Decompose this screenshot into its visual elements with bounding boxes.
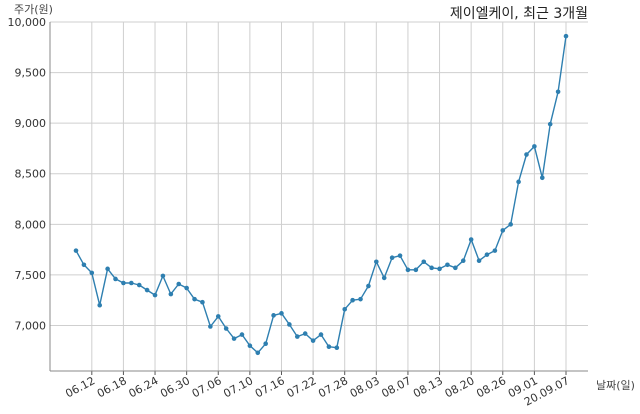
y-tick-label: 8,000 <box>15 218 47 231</box>
x-tick-label: 06.12 <box>63 374 97 400</box>
data-point <box>247 343 253 349</box>
x-tick-labels: 06.1206.1806.2406.3007.0607.1007.1607.22… <box>63 374 571 408</box>
data-point <box>555 89 561 95</box>
y-axis-label: 주가(원) <box>14 3 53 16</box>
data-point <box>113 276 118 282</box>
x-tick-label: 08.03 <box>348 374 382 400</box>
data-point <box>429 265 434 271</box>
x-tick-label: 07.10 <box>221 374 255 400</box>
y-tick-label: 10,000 <box>8 16 47 29</box>
data-point <box>500 228 506 233</box>
data-point <box>239 332 245 337</box>
x-tick-label: 08.20 <box>443 374 477 400</box>
data-point <box>271 313 276 318</box>
data-point <box>358 296 363 302</box>
x-tick-label: 07.22 <box>285 374 319 400</box>
data-point <box>208 324 213 329</box>
data-point <box>279 311 284 316</box>
data-point <box>381 275 387 281</box>
x-tick-label: 08.26 <box>474 374 508 400</box>
data-point <box>176 281 182 287</box>
data-point <box>310 338 316 343</box>
data-point <box>342 306 348 312</box>
data-point <box>563 33 569 39</box>
data-point <box>160 273 166 279</box>
data-point <box>374 259 379 265</box>
data-point <box>539 175 545 181</box>
data-point <box>302 331 308 336</box>
data-point <box>334 345 340 351</box>
data-point <box>89 270 95 276</box>
data-point <box>318 332 324 337</box>
data-point <box>168 291 174 297</box>
data-point <box>532 144 537 149</box>
x-axis-label: 날짜(일) <box>596 378 635 392</box>
data-point <box>223 326 229 331</box>
data-point <box>184 285 189 291</box>
grid <box>50 21 588 371</box>
data-point <box>445 262 450 268</box>
x-tick-label: 07.28 <box>316 374 350 400</box>
data-point <box>350 297 355 303</box>
data-point <box>413 267 419 273</box>
y-tick-label: 8,500 <box>15 168 47 181</box>
data-point <box>524 152 529 157</box>
data-point <box>192 296 197 302</box>
x-tick-label: 06.30 <box>158 374 192 400</box>
data-point <box>287 322 292 327</box>
data-point <box>460 258 466 264</box>
data-point <box>492 248 498 253</box>
x-tick-label: 08.13 <box>411 374 445 400</box>
data-point <box>215 314 221 319</box>
data-point <box>547 121 553 127</box>
data-point <box>152 292 158 298</box>
data-point <box>129 280 134 286</box>
x-tick-label: 06.24 <box>127 374 161 400</box>
data-point <box>144 287 150 293</box>
data-point <box>484 252 490 257</box>
y-tick-label: 7,500 <box>15 269 47 282</box>
data-point <box>255 350 261 356</box>
y-tick-label: 7,000 <box>15 319 47 332</box>
data-point <box>97 302 103 308</box>
data-point <box>508 222 513 227</box>
data-point <box>105 266 110 272</box>
y-tick-labels: 7,000 7,500 8,000 8,500 9,000 9,500 10,000 <box>8 16 47 332</box>
data-point <box>468 237 474 242</box>
data-point <box>294 334 300 339</box>
series-line <box>75 36 567 354</box>
data-point <box>73 248 79 253</box>
data-point <box>421 259 427 265</box>
series <box>73 33 569 356</box>
data-point <box>81 262 87 268</box>
y-tick-label: 9,500 <box>15 67 47 80</box>
data-point <box>397 253 403 258</box>
x-tick-label: 07.06 <box>190 374 224 400</box>
data-point <box>437 266 442 272</box>
x-tick-label: 07.16 <box>253 374 287 400</box>
data-point <box>516 179 521 185</box>
data-point <box>405 267 411 273</box>
chart-title: 제이엘케이, 최근 3개월 <box>450 6 588 22</box>
data-point <box>121 280 126 286</box>
x-tick-label: 08.07 <box>379 374 413 400</box>
data-point <box>231 336 237 341</box>
data-point <box>263 341 268 346</box>
data-point <box>389 255 395 261</box>
axes <box>49 22 588 375</box>
data-point <box>136 282 142 288</box>
data-point <box>366 283 371 289</box>
data-point <box>326 344 332 350</box>
y-tick-label: 9,000 <box>15 117 47 130</box>
data-point <box>453 265 458 271</box>
data-point <box>476 258 482 264</box>
x-tick-label: 06.18 <box>95 374 129 400</box>
data-point <box>200 299 205 305</box>
